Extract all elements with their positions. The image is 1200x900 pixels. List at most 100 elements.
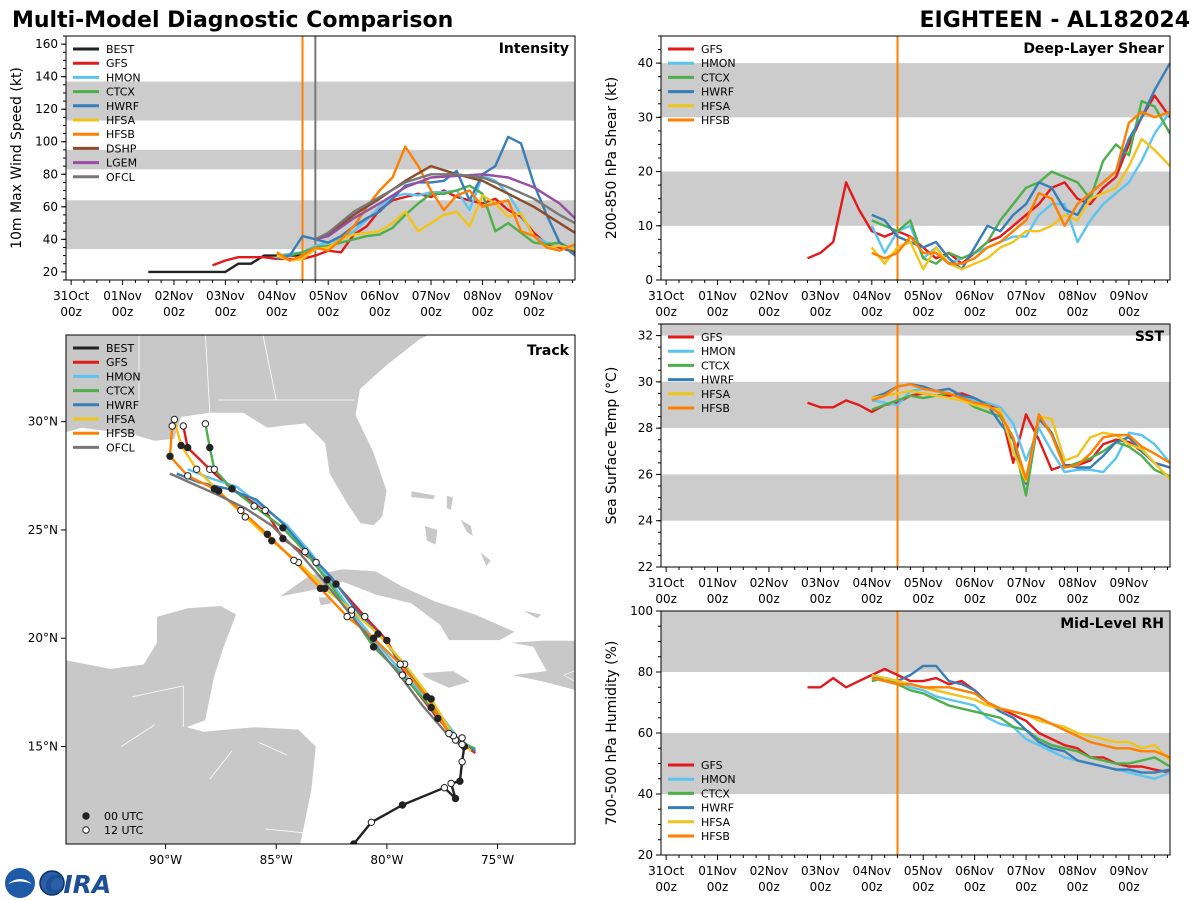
x-tick-label: 90°W (149, 853, 182, 867)
track-marker (398, 801, 407, 809)
x-tick-label: 05Nov (904, 289, 943, 303)
landmass (508, 640, 575, 691)
x-tick-label: 80°W (370, 853, 403, 867)
panel-title: Deep-Layer Shear (1023, 41, 1164, 57)
x-tick-label: 04Nov (257, 289, 296, 303)
track-marker (347, 606, 356, 614)
x-tick-label: 00z (758, 880, 780, 894)
x-tick-label: 03Nov (206, 289, 245, 303)
series-line-ofcl (314, 173, 575, 241)
x-tick-label: 03Nov (801, 576, 840, 590)
cira-logo-text: CIRA (45, 870, 111, 899)
x-tick-label: 00z (163, 305, 185, 319)
x-tick-label: 00z (420, 305, 442, 319)
track-marker (250, 502, 258, 510)
cira-logo: CIRA (5, 868, 111, 899)
x-tick-label: 06Nov (955, 576, 994, 590)
series-line-lgem (315, 173, 575, 241)
x-tick-label: 01Nov (103, 289, 142, 303)
landmass (459, 518, 474, 538)
legend-label-hwrf: HWRF (701, 374, 734, 387)
plot-area (66, 36, 575, 280)
x-tick-label: 03Nov (801, 864, 840, 878)
y-tick-label: 60 (43, 200, 58, 214)
marker-legend-symbol (82, 826, 90, 834)
track-marker (427, 703, 435, 712)
track-marker (369, 643, 378, 651)
y-tick-label: 10 (638, 219, 653, 233)
track-marker (451, 794, 460, 803)
plot-frame (660, 323, 1171, 568)
border-line (262, 335, 277, 401)
marker-legend-label: 00 UTC (104, 810, 144, 823)
track-marker (361, 612, 369, 621)
legend-label-ctcx: CTCX (106, 385, 135, 398)
x-tick-label: 00z (1118, 305, 1140, 319)
x-tick-label: 00z (912, 305, 934, 319)
panel-sst: 22 24 26 28 30 32 31Oct 00z 01Nov 00z 02Nov 00z 03No… (604, 323, 1171, 606)
x-tick-label: 07Nov (1007, 576, 1046, 590)
x-tick-label: 00z (1015, 592, 1037, 606)
legend-label-gfs: GFS (701, 759, 723, 772)
x-tick-label: 08Nov (1058, 864, 1097, 878)
y-tick-label: 40 (638, 787, 653, 801)
y-tick-label: 120 (35, 102, 58, 116)
track-marker (458, 734, 466, 742)
x-tick-label: 08Nov (1058, 289, 1097, 303)
track-marker (179, 422, 188, 430)
x-tick-label: 04Nov (852, 289, 891, 303)
x-tick-label: 07Nov (1007, 289, 1046, 303)
y-axis-label: Sea Surface Temp (°C) (604, 367, 620, 525)
landmass (521, 609, 543, 620)
track-marker (263, 530, 272, 538)
figure-title-left: Multi-Model Diagnostic Comparison (12, 8, 453, 33)
legend-label-ofcl: OFCL (106, 441, 136, 454)
track-marker (316, 584, 325, 593)
x-tick-label: 01Nov (698, 864, 737, 878)
x-tick-label: 07Nov (1007, 864, 1046, 878)
panel-title: Intensity (499, 41, 569, 57)
track-line-best (352, 737, 466, 844)
legend-label-hwrf: HWRF (106, 100, 139, 113)
series-line-hwrf (276, 135, 575, 261)
panel-intensity: 20 40 60 80 100 120 140 160 31Oct 00z 01Nov 00z 02No… (9, 35, 576, 319)
x-tick-label: 00z (112, 305, 134, 319)
x-tick-label: 09Nov (1110, 289, 1149, 303)
threshold-band (661, 474, 1170, 521)
track-marker (177, 441, 185, 450)
y-tick-label: 30°N (28, 415, 58, 429)
x-tick-label: 06Nov (360, 289, 399, 303)
y-tick-label: 26 (638, 467, 653, 481)
legend-label-dshp: DSHP (106, 142, 137, 155)
x-tick-label: 01Nov (698, 576, 737, 590)
legend-label-gfs: GFS (701, 331, 723, 344)
series-line-ctcx (871, 676, 1170, 768)
track-marker (458, 758, 466, 766)
x-tick-label: 06Nov (955, 289, 994, 303)
x-tick-label: 00z (655, 880, 677, 894)
x-tick-label: 00z (964, 880, 986, 894)
series-line-hfsb (871, 110, 1170, 265)
legend-label-hwrf: HWRF (701, 86, 734, 99)
x-tick-label: 00z (1118, 592, 1140, 606)
y-tick-label: 32 (638, 329, 653, 343)
y-tick-label: 0 (645, 273, 653, 287)
legend-label-gfs: GFS (106, 57, 128, 70)
x-tick-label: 00z (964, 592, 986, 606)
legend-label-ctcx: CTCX (106, 86, 135, 99)
x-tick-label: 00z (810, 592, 832, 606)
plot-area (661, 36, 1170, 280)
y-tick-label: 80 (638, 665, 653, 679)
plot-area (661, 611, 1170, 855)
y-tick-label: 40 (43, 232, 58, 246)
y-tick-label: 40 (638, 56, 653, 70)
x-tick-label: 00z (1067, 880, 1089, 894)
track-marker (237, 506, 245, 515)
landmass (479, 551, 492, 568)
legend-label-hmon: HMON (701, 57, 736, 70)
legend-label-best: BEST (106, 43, 134, 56)
legend-label-hfsb: HFSB (701, 830, 730, 843)
legend-label-gfs: GFS (106, 356, 128, 369)
panel-title: Track (527, 343, 570, 359)
